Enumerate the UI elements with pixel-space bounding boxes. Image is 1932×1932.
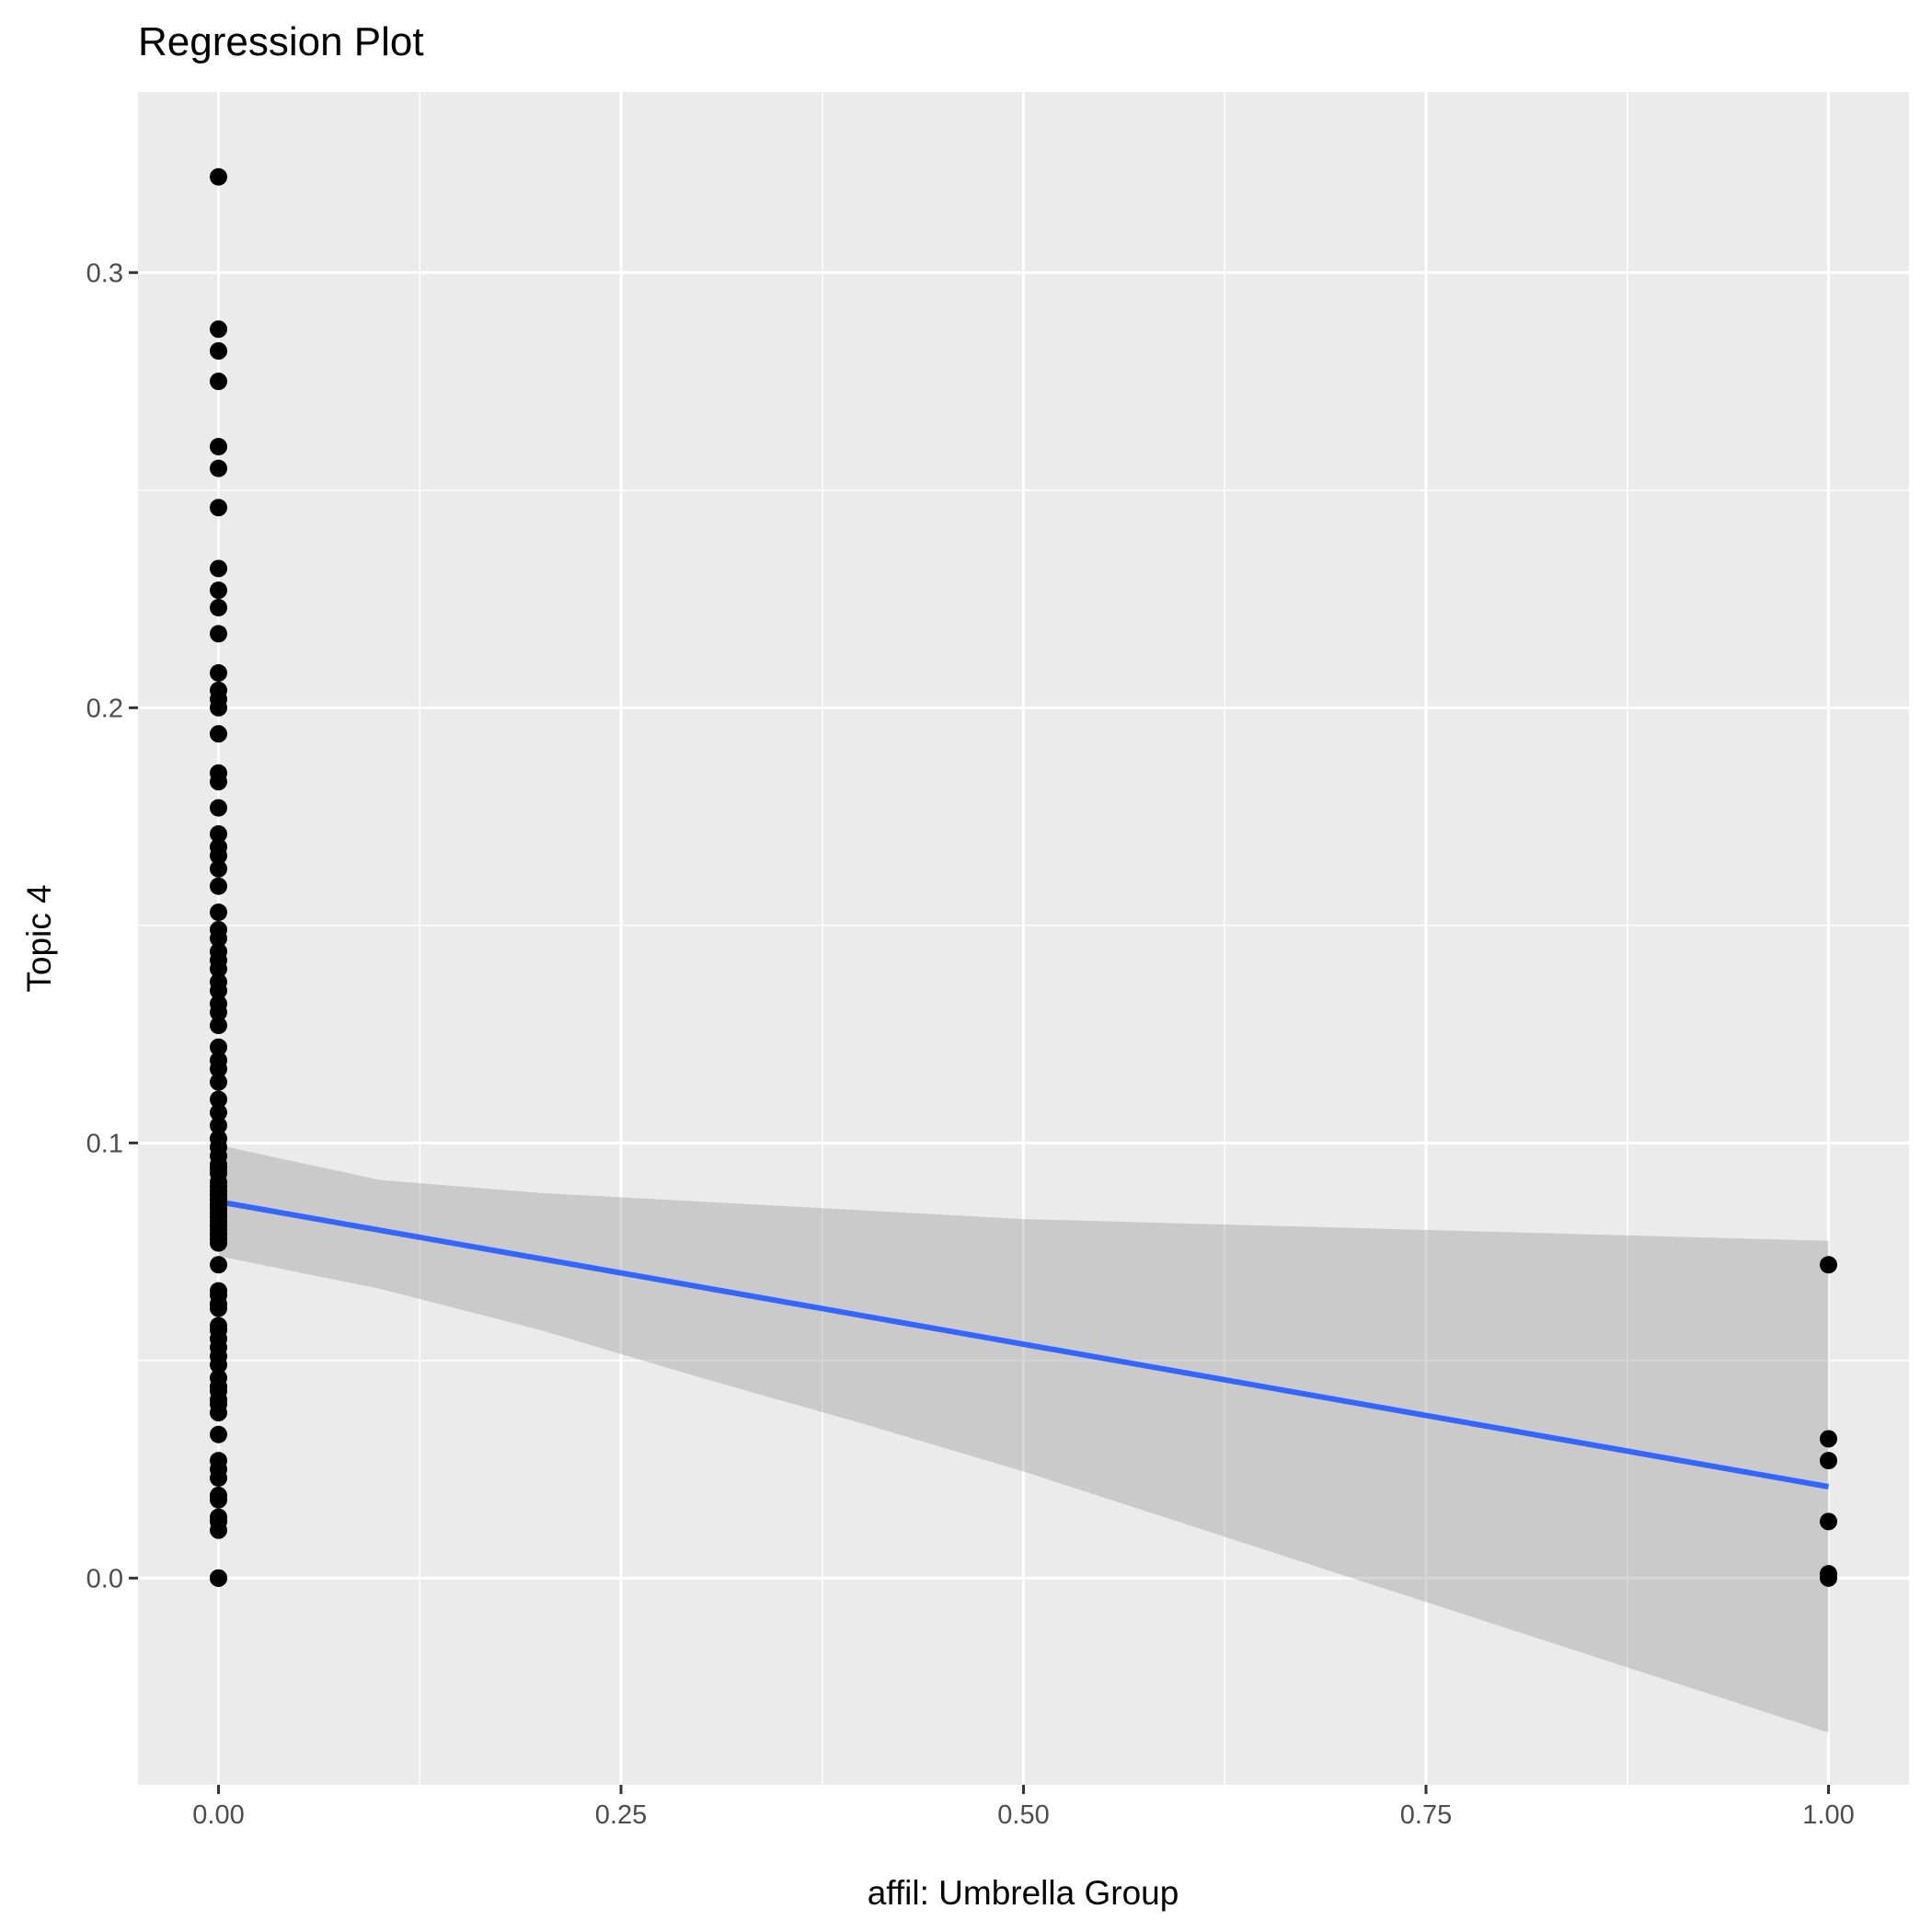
y-tick-label: 0.3	[86, 259, 123, 288]
y-tick-label: 0.1	[86, 1129, 123, 1158]
data-point	[210, 982, 227, 1000]
data-point	[210, 824, 227, 843]
data-point	[210, 625, 227, 643]
data-point	[210, 1299, 227, 1317]
data-point	[210, 1090, 227, 1109]
data-point	[210, 859, 227, 878]
x-tick-label: 0.50	[997, 1800, 1049, 1830]
confidence-band	[218, 1144, 1829, 1733]
y-tick-label: 0.2	[86, 694, 123, 723]
data-point	[210, 1469, 227, 1488]
regression-line	[217, 1199, 1830, 1489]
data-point	[210, 1356, 227, 1374]
data-point	[1820, 1452, 1837, 1470]
data-point	[1820, 1430, 1837, 1448]
data-point	[210, 438, 227, 456]
data-point	[210, 499, 227, 517]
x-axis: 0.00 0.25 0.50 0.75 1.00	[192, 1785, 1855, 1830]
data-point	[210, 1116, 227, 1134]
data-point	[210, 373, 227, 391]
data-point	[1820, 1569, 1837, 1587]
data-point	[210, 559, 227, 578]
data-point	[210, 1234, 227, 1252]
data-point	[210, 1038, 227, 1056]
data-point	[1820, 1256, 1837, 1274]
data-point	[210, 1256, 227, 1274]
fit-line-layer	[217, 1199, 1830, 1489]
data-point	[210, 341, 227, 360]
data-point	[210, 799, 227, 817]
y-tick-label: 0.0	[86, 1564, 123, 1593]
data-point	[210, 846, 227, 865]
data-point	[210, 1103, 227, 1121]
data-point	[210, 320, 227, 339]
x-tick-label: 0.00	[192, 1800, 244, 1830]
data-point	[210, 929, 227, 948]
x-axis-title: affil: Umbrella Group	[868, 1874, 1179, 1912]
data-point	[210, 725, 227, 743]
data-point	[210, 599, 227, 617]
data-point	[210, 698, 227, 717]
confidence-band-layer	[218, 1144, 1829, 1733]
data-point	[210, 1425, 227, 1443]
y-axis-title: Topic 4	[20, 884, 58, 992]
data-point	[210, 1073, 227, 1091]
data-point	[210, 1569, 227, 1587]
data-point	[210, 1017, 227, 1035]
data-point	[1820, 1512, 1837, 1531]
data-point	[210, 773, 227, 791]
data-point	[210, 1003, 227, 1021]
data-point	[210, 903, 227, 922]
y-axis: 0.0 0.1 0.2 0.3	[86, 259, 138, 1593]
data-point	[210, 1404, 227, 1422]
data-point	[210, 1490, 227, 1509]
data-point	[210, 1521, 227, 1539]
chart-title: Regression Plot	[138, 19, 424, 64]
x-tick-label: 0.25	[595, 1800, 647, 1830]
data-point	[210, 960, 227, 978]
data-point	[210, 459, 227, 477]
x-tick-label: 0.75	[1400, 1800, 1452, 1830]
data-point	[210, 167, 227, 186]
data-point	[210, 581, 227, 600]
data-point	[210, 877, 227, 895]
points-layer	[210, 167, 1837, 1587]
data-point	[210, 663, 227, 682]
x-tick-label: 1.00	[1802, 1800, 1854, 1830]
data-point	[210, 1060, 227, 1078]
